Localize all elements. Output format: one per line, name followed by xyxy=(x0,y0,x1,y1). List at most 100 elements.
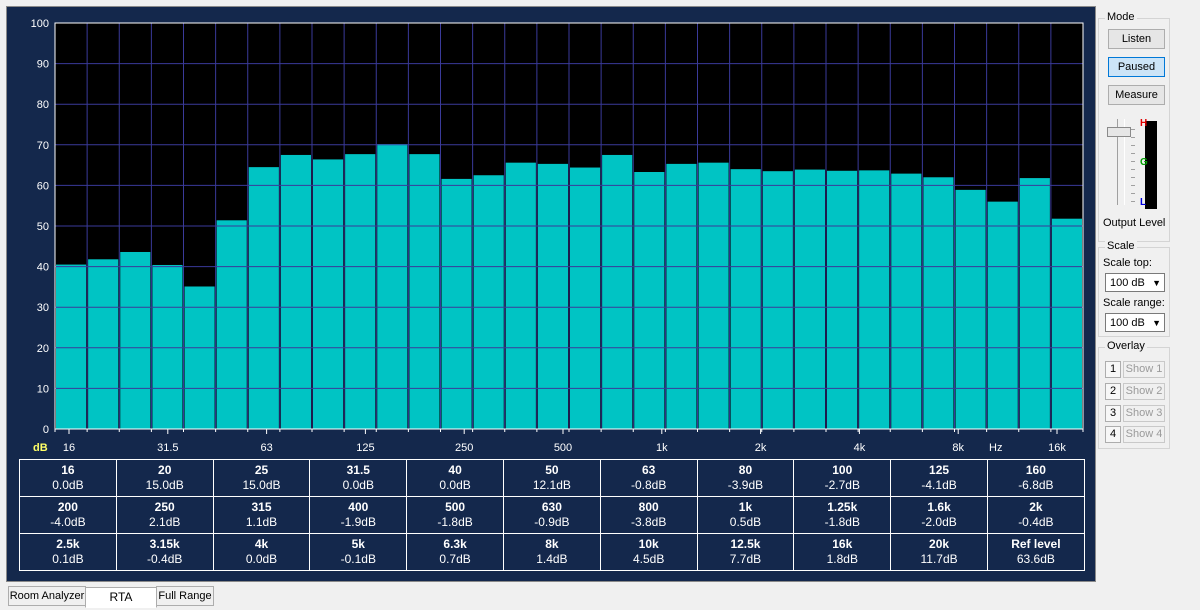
band-cell[interactable]: 20 15.0dB xyxy=(115,459,214,497)
band-cell[interactable]: 160 -6.8dB xyxy=(986,459,1085,497)
band-cell[interactable]: 800 -3.8dB xyxy=(599,496,698,534)
band-cell[interactable]: 315 1.1dB xyxy=(212,496,311,534)
band-cell[interactable]: 25 15.0dB xyxy=(212,459,311,497)
overlay-3-button[interactable]: 3 xyxy=(1105,405,1121,422)
band-cell[interactable]: 250 2.1dB xyxy=(115,496,214,534)
scale-group-title: Scale xyxy=(1105,240,1137,252)
overlay-1-show-button[interactable]: Show 1 xyxy=(1123,361,1165,378)
band-cell[interactable]: 20k 11.7dB xyxy=(890,533,988,571)
band-gain: -2.7dB xyxy=(824,478,860,492)
band-cell[interactable]: 1.25k -1.8dB xyxy=(793,496,892,534)
mode-group-title: Mode xyxy=(1105,11,1137,23)
band-cell[interactable]: 16k 1.8dB xyxy=(793,533,892,571)
overlay-1-button[interactable]: 1 xyxy=(1105,361,1121,378)
band-cell[interactable]: 500 -1.8dB xyxy=(406,496,504,534)
y-tick-label: 100 xyxy=(31,18,49,30)
meter-mid-label: G xyxy=(1140,157,1148,168)
chart-bar xyxy=(634,172,665,429)
chart-bar xyxy=(666,163,697,429)
band-frequency: Ref level xyxy=(1011,537,1061,551)
band-cell[interactable]: 50 12.1dB xyxy=(502,459,601,497)
band-frequency: 160 xyxy=(1025,463,1046,477)
band-frequency: 2.5k xyxy=(56,537,80,551)
band-gain: 1.8dB xyxy=(826,552,858,566)
tab-rta[interactable]: RTA xyxy=(85,587,157,608)
listen-button[interactable]: Listen xyxy=(1108,29,1165,49)
band-cell[interactable]: 10k 4.5dB xyxy=(599,533,698,571)
chart-bar xyxy=(923,177,954,429)
band-frequency: 31.5 xyxy=(346,463,370,477)
chart-bar xyxy=(88,259,119,429)
band-frequency: 16k xyxy=(832,537,853,551)
band-frequency: 3.15k xyxy=(149,537,180,551)
overlay-2-show-button[interactable]: Show 2 xyxy=(1123,383,1165,400)
band-cell[interactable]: 8k 1.4dB xyxy=(502,533,601,571)
meter-high-label: H xyxy=(1140,118,1148,129)
band-cell[interactable]: 400 -1.9dB xyxy=(309,496,408,534)
x-tick-label: 500 xyxy=(554,442,572,454)
band-cell[interactable]: 2k -0.4dB xyxy=(986,496,1085,534)
band-frequency: 800 xyxy=(638,500,659,514)
band-cell[interactable]: 31.5 0.0dB xyxy=(309,459,408,497)
overlay-4-button[interactable]: 4 xyxy=(1105,426,1121,443)
band-gain: -0.8dB xyxy=(631,478,667,492)
band-cell[interactable]: 12.5k 7.7dB xyxy=(696,533,795,571)
band-gain: 0.0dB xyxy=(439,478,471,492)
band-cell[interactable]: 2.5k 0.1dB xyxy=(19,533,117,571)
band-frequency: 200 xyxy=(57,500,78,514)
band-gain: 1.4dB xyxy=(536,552,568,566)
x-tick-label: 125 xyxy=(356,442,374,454)
rta-chart: 0 10 20 30 40 50 60 70 80 90 100 16 31.5 63 125 250 500 1… xyxy=(31,18,1084,454)
band-cell[interactable]: 1.6k -2.0dB xyxy=(890,496,988,534)
band-cell[interactable]: 40 0.0dB xyxy=(406,459,504,497)
y-unit-label: dB xyxy=(33,442,48,454)
band-gain: 63.6dB xyxy=(1016,552,1055,566)
band-cell[interactable]: 63 -0.8dB xyxy=(599,459,698,497)
tab-full-range[interactable]: Full Range xyxy=(156,586,214,606)
band-frequency: 1k xyxy=(738,500,753,514)
band-gain: -2.0dB xyxy=(921,515,957,529)
band-cell[interactable]: 125 -4.1dB xyxy=(890,459,988,497)
band-cell[interactable]: 80 -3.9dB xyxy=(696,459,795,497)
chart-bar xyxy=(345,154,376,429)
band-cell[interactable]: 16 0.0dB xyxy=(19,459,117,497)
chart-bar xyxy=(955,189,986,429)
paused-button[interactable]: Paused xyxy=(1108,57,1165,77)
output-level-slider-track[interactable] xyxy=(1117,119,1125,205)
band-cell[interactable]: 6.3k 0.7dB xyxy=(406,533,504,571)
scale-range-select[interactable]: 100 dB ▼ xyxy=(1105,313,1165,332)
overlay-2-button[interactable]: 2 xyxy=(1105,383,1121,400)
scale-group: Scale Scale top: 100 dB ▼ Scale range: 1… xyxy=(1098,240,1170,337)
output-level-slider-handle[interactable] xyxy=(1107,127,1131,137)
measure-button[interactable]: Measure xyxy=(1108,85,1165,105)
scale-top-label: Scale top: xyxy=(1103,257,1152,269)
band-cell[interactable]: 1k 0.5dB xyxy=(696,496,795,534)
y-tick-label: 60 xyxy=(37,180,49,192)
band-cell[interactable]: Ref level 63.6dB xyxy=(986,533,1085,571)
band-cell[interactable]: 100 -2.7dB xyxy=(793,459,892,497)
band-cell[interactable]: 4k 0.0dB xyxy=(212,533,311,571)
band-row: 16 0.0dB 20 15.0dB 25 15.0dB 31.5 0.0dB 40 0.0dB 5… xyxy=(19,459,1085,497)
band-gain: -1.8dB xyxy=(437,515,473,529)
band-cell[interactable]: 3.15k -0.4dB xyxy=(115,533,214,571)
meter-low-label: L xyxy=(1140,197,1147,208)
y-tick-label: 90 xyxy=(37,59,49,71)
band-frequency: 40 xyxy=(448,463,462,477)
band-frequency: 2k xyxy=(1029,500,1043,514)
band-gain: -0.9dB xyxy=(534,515,570,529)
band-cell[interactable]: 630 -0.9dB xyxy=(502,496,601,534)
overlay-4-show-button[interactable]: Show 4 xyxy=(1123,426,1165,443)
overlay-group: Overlay 1 Show 1 2 Show 2 3 Show 3 4 Sho… xyxy=(1098,340,1170,449)
band-frequency: 20k xyxy=(929,537,950,551)
band-gain: 1.1dB xyxy=(245,515,278,529)
chart-bar xyxy=(1051,218,1082,429)
overlay-3-show-button[interactable]: Show 3 xyxy=(1123,405,1165,422)
band-frequency: 10k xyxy=(638,537,659,551)
band-frequency: 630 xyxy=(541,500,562,514)
x-tick-label: 4k xyxy=(854,442,866,454)
band-cell[interactable]: 200 -4.0dB xyxy=(19,496,117,534)
band-gain: 0.0dB xyxy=(52,478,84,492)
band-cell[interactable]: 5k -0.1dB xyxy=(309,533,408,571)
tab-room-analyzer[interactable]: Room Analyzer xyxy=(8,586,86,606)
scale-top-select[interactable]: 100 dB ▼ xyxy=(1105,273,1165,292)
